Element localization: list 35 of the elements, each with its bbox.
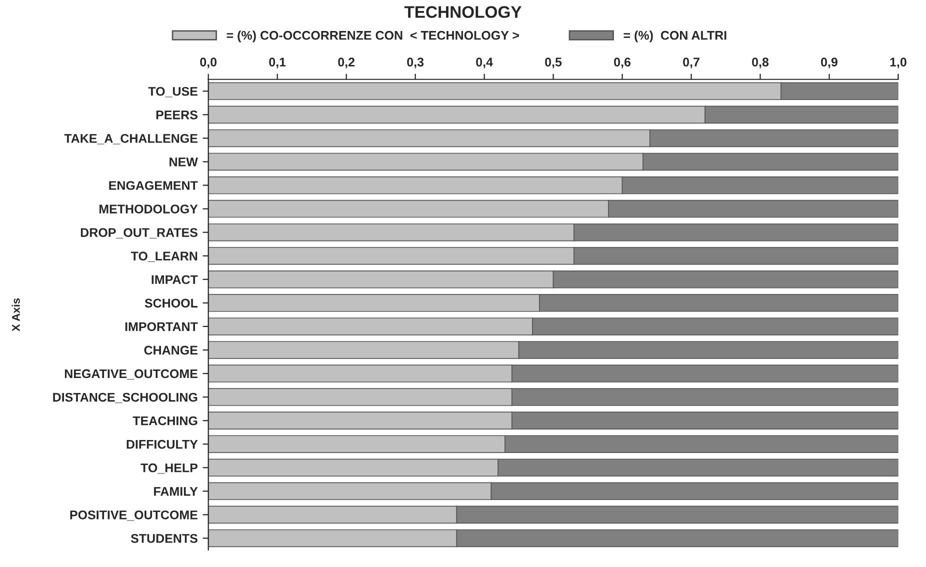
y-tick-label: TO_HELP [140, 463, 198, 474]
legend-label: = (%) CON ALTRI [624, 30, 726, 42]
x-tick-label: 0,9 [821, 58, 838, 68]
y-tick-label: TAKE_A_CHALLENGE [64, 134, 198, 144]
x-tick-label: 0,5 [545, 58, 562, 68]
y-tick-label: POSITIVE_OUTCOME [70, 510, 198, 521]
x-tick-label: 0,4 [476, 58, 493, 68]
y-tick-label: METHODOLOGY [99, 204, 198, 214]
y-tick-label: SCHOOL [144, 298, 198, 308]
y-tick-label: NEW [170, 158, 198, 166]
y-tick-label: FAMILY [154, 487, 198, 496]
y-tick-label: PEERS [156, 110, 198, 120]
y-tick-label: DIFFICULTY [126, 440, 198, 449]
x-tick-label: 0,2 [338, 58, 355, 68]
x-tick-label: 0,8 [752, 58, 769, 68]
y-tick-label: TO_USE [148, 86, 198, 98]
y-tick-label: ENGAGEMENT [109, 181, 198, 190]
y-tick-label: TEACHING [132, 416, 198, 426]
y-axis-title: X Axis [12, 298, 20, 332]
x-tick-label: 1,0 [890, 58, 906, 68]
y-tick-label: TO_LEARN [130, 252, 198, 262]
x-tick-label: 0,3 [407, 58, 424, 68]
y-tick-label: NEGATIVE_OUTCOME [64, 369, 198, 380]
chart-title: TECHNOLOGY [404, 6, 522, 18]
x-tick-label: 0,1 [269, 58, 286, 68]
x-tick-label: 0,6 [614, 58, 631, 68]
x-tick-label: 0,0 [200, 58, 217, 68]
y-tick-label: IMPORTANT [125, 322, 198, 332]
y-tick-label: STUDENTS [130, 534, 198, 543]
x-tick-label: 0,7 [683, 58, 700, 68]
legend-label: = (%) CO-OCCORRENZE CON < TECHNOLOGY > [226, 30, 519, 42]
y-tick-label: CHANGE [144, 346, 198, 355]
y-tick-label: IMPACT [152, 275, 198, 284]
y-tick-label: DISTANCE_SCHOOLING [53, 392, 198, 404]
y-tick-label: DROP_OUT_RATES [80, 228, 198, 238]
